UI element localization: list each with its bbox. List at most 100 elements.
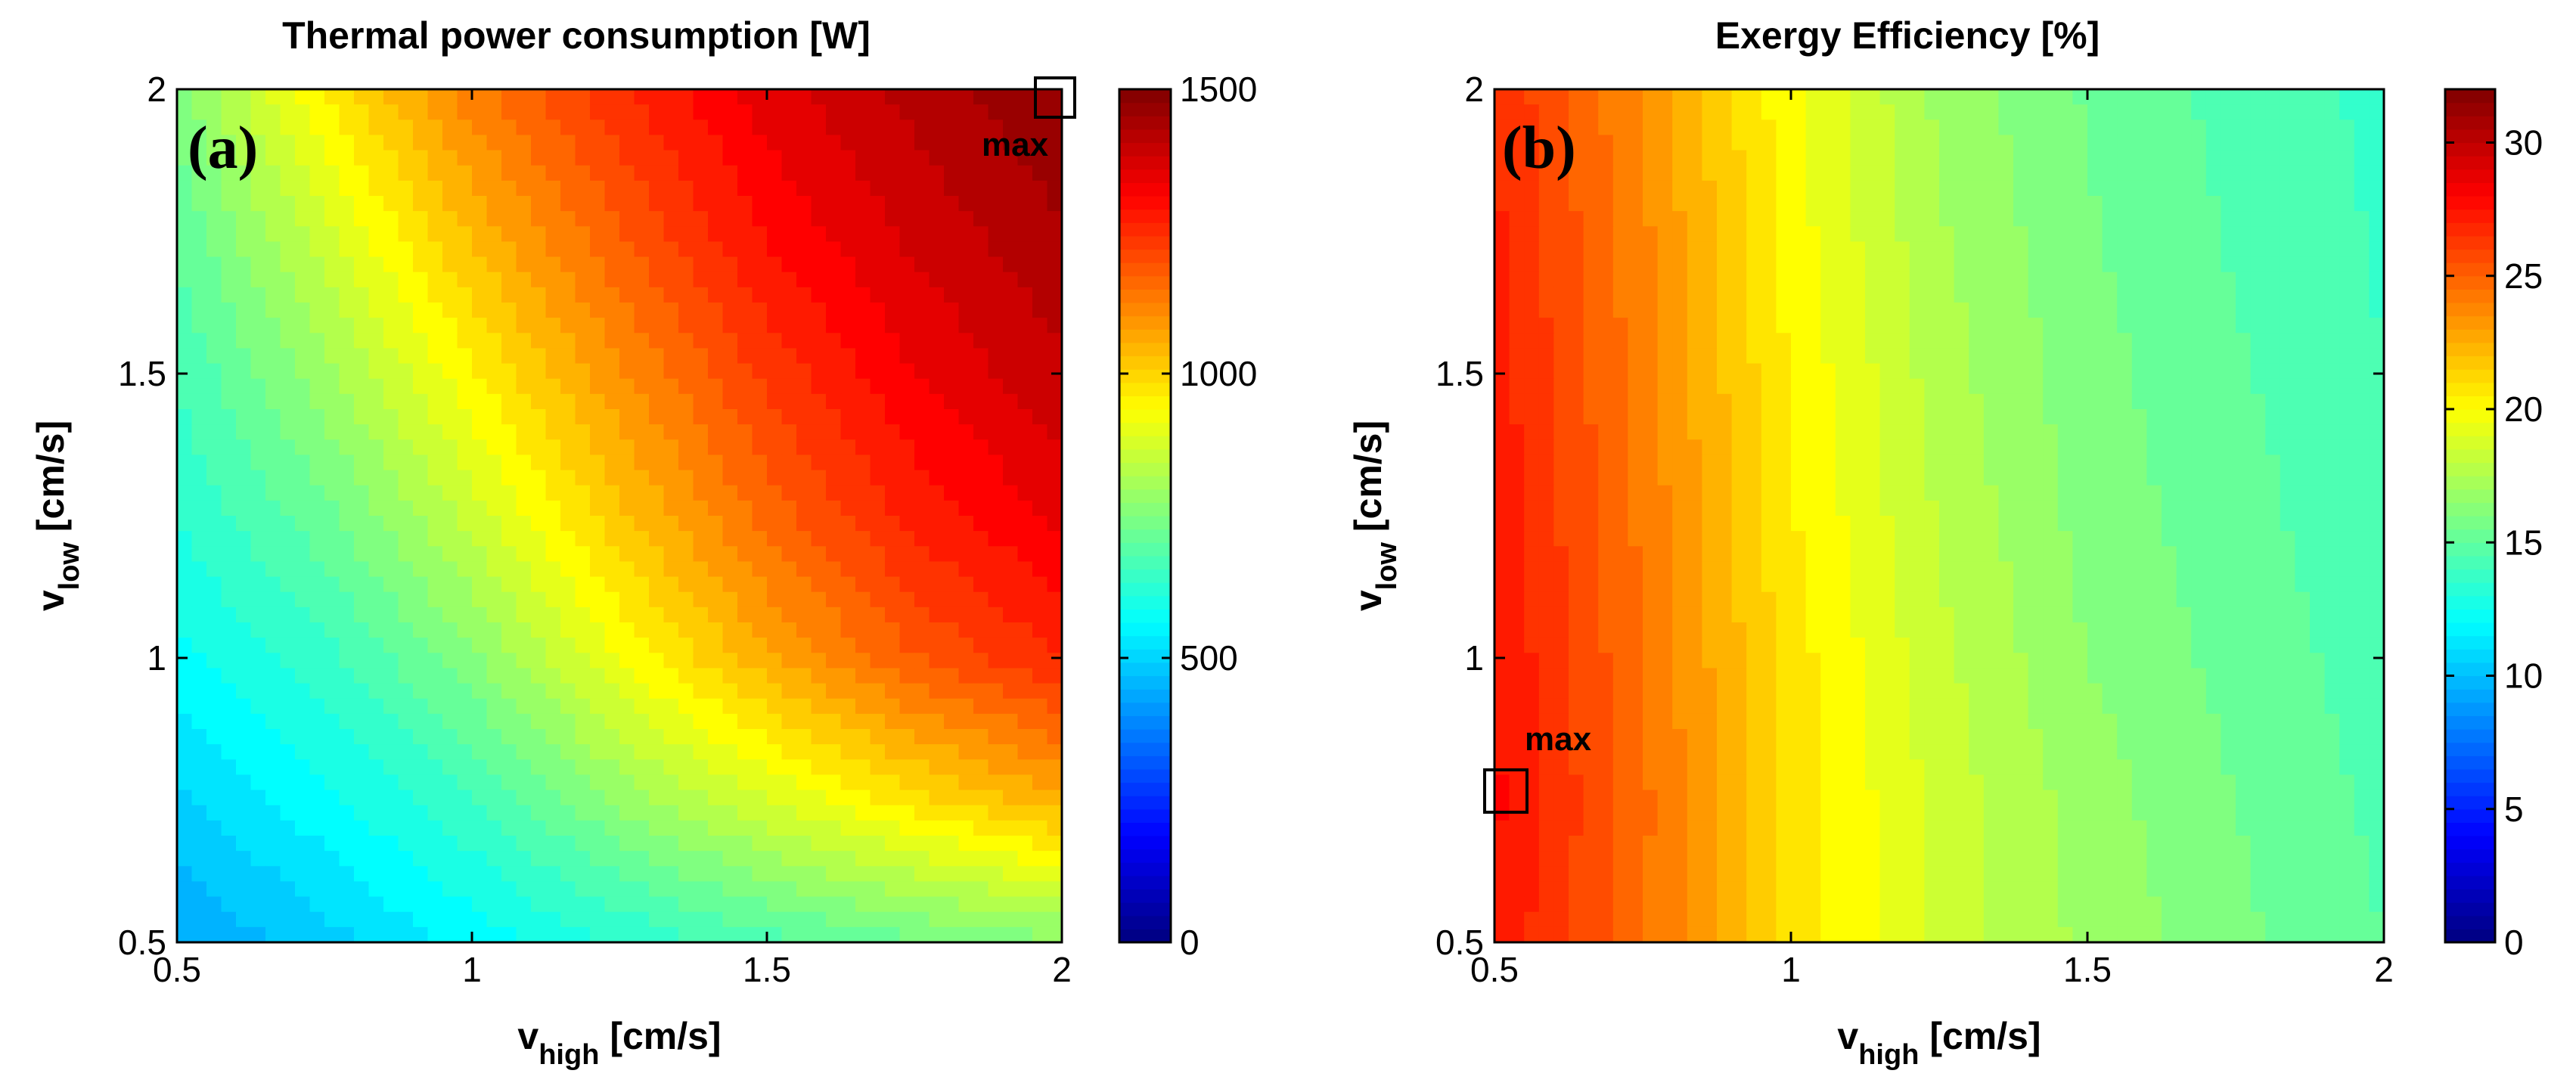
panel-a-heat-cell [899,790,915,806]
panel-a-heat-cell [885,744,901,760]
panel-a-heat-cell [752,866,768,883]
panel-a-heat-cell [191,622,207,638]
panel-a-heat-cell [604,713,620,730]
panel-a-heat-cell [781,455,797,471]
panel-a-heat-cell [191,439,207,456]
panel-b-heat-cell [2339,363,2355,380]
panel-a-heat-cell [885,516,901,532]
panel-a-heat-cell [206,485,222,501]
panel-a-heat-cell [545,424,561,440]
panel-a-heat-cell [619,378,635,395]
panel-a-heat-cell [398,668,414,684]
panel-b-heat-cell [1569,196,1584,212]
panel-a-heat-cell [457,271,473,288]
panel-a-heat-cell [383,455,399,471]
panel-a-heat-cell [988,516,1004,532]
panel-b-heat-cell [1538,287,1554,303]
panel-b-heat-cell [2295,424,2311,440]
panel-b-heat-cell [1776,241,1792,258]
panel-a-heat-cell [796,638,812,653]
panel-a-heat-cell [368,531,384,547]
panel-a-heat-cell [634,759,650,776]
panel-b-heat-cell [2013,424,2029,440]
panel-b-heat-cell [1717,363,1733,380]
panel-a-heat-cell [988,180,1004,197]
panel-a-heat-cell [722,683,738,700]
panel-a-heat-cell [855,241,871,258]
panel-a-heat-cell [383,790,399,806]
panel-b-heat-cell [1509,409,1525,425]
panel-a-heat-cell [472,820,488,836]
panel-b-heat-cell [1791,119,1807,136]
panel-a-heat-cell [472,500,488,517]
panel-a-heat-cell [575,607,591,623]
panel-a-heat-cell [265,607,281,623]
panel-a-heat-cell [840,119,856,136]
panel-a-heat-cell [914,653,930,669]
panel-a-heat-cell [737,119,753,136]
panel-b-heat-cell [1598,241,1614,258]
panel-b-heat-cell [2324,424,2340,440]
panel-b-heat-cell [1524,180,1540,197]
panel-a-heat-cell [767,211,783,227]
panel-a-heat-cell [516,470,532,486]
panel-a-heat-cell [354,911,370,928]
panel-a-heat-cell [427,668,443,684]
panel-a-heat-cell [840,89,856,105]
panel-a-heat-cell [678,470,694,486]
panel-b-heat-cell [1687,333,1702,349]
panel-a-heat-cell [221,318,237,334]
panel-a-heat-cell [221,271,237,288]
panel-b-heat-cell [2205,409,2221,425]
panel-b-heat-cell [2280,302,2295,318]
panel-a-heat-cell [280,424,296,440]
panel-b-heat-cell [1850,211,1866,227]
panel-a-heat-cell [457,881,473,898]
panel-b-heat-cell [2043,226,2059,243]
panel-b-heat-cell [1553,119,1569,136]
panel-a-heat-cell [693,348,709,365]
panel-a-heat-cell [693,911,709,928]
panel-b-heat-cell [2280,150,2295,166]
panel-a-heat-cell [737,135,753,151]
panel-b-heat-cell [2205,363,2221,380]
panel-a-heat-cell [693,302,709,318]
panel-b-heat-cell [2057,89,2073,105]
panel-a-heat-cell [545,790,561,806]
panel-a-heat-cell [958,500,974,517]
panel-a-heat-cell [560,516,576,532]
panel-a-heat-cell [265,591,281,608]
panel-a-heat-cell [988,790,1004,806]
panel-a-heat-cell [295,256,311,273]
panel-b-heat-cell [1717,409,1733,425]
panel-b-heat-cell [2205,439,2221,456]
panel-a-heat-cell [236,318,252,334]
panel-a-heat-cell [604,591,620,608]
panel-b-heat-cell [1791,348,1807,365]
panel-a-heat-cell [398,607,414,623]
panel-b-heat-cell [2176,348,2192,365]
panel-a-heat-cell [206,424,222,440]
panel-b-heat-cell [2013,150,2029,166]
panel-a-heat-cell [177,622,193,638]
panel-b-heat-cell [1657,348,1673,365]
panel-a-heat-cell [988,165,1004,182]
panel-a-heat-cell [295,165,311,182]
panel-b-heat-cell [2146,135,2162,151]
panel-b-heat-cell [1776,165,1792,182]
panel-b-heat-cell [1865,287,1881,303]
panel-b-heat-cell [2162,424,2177,440]
panel-b-heat-cell [1983,318,1999,334]
panel-a-heat-cell [206,546,222,563]
panel-a-heat-cell [398,241,414,258]
panel-b-heat-cell [1717,241,1733,258]
panel-a-heat-cell [236,790,252,806]
panel-b-heat-cell [1969,348,1985,365]
panel-b-heat-cell [2013,180,2029,197]
panel-a-heat-cell [781,516,797,532]
panel-a-heat-cell [472,744,488,760]
panel-a-heat-cell [693,287,709,303]
panel-b-heat-cell [2191,211,2207,227]
panel-a-heat-cell [472,546,488,563]
panel-a-heat-cell [767,333,783,349]
